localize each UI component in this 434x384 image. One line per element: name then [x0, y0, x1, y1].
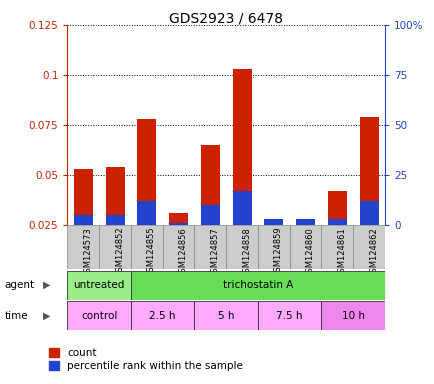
Text: GSM124859: GSM124859 — [273, 227, 282, 278]
Text: GSM124856: GSM124856 — [178, 227, 187, 278]
Bar — [327, 191, 346, 225]
Text: ▶: ▶ — [43, 311, 50, 321]
Bar — [131, 271, 384, 300]
Bar — [321, 301, 384, 330]
Text: control: control — [81, 311, 117, 321]
Bar — [105, 167, 124, 225]
Text: GSM124861: GSM124861 — [337, 227, 345, 278]
Text: 7.5 h: 7.5 h — [276, 311, 302, 321]
Text: GSM124862: GSM124862 — [368, 227, 377, 278]
Text: GSM124860: GSM124860 — [305, 227, 314, 278]
Bar — [257, 225, 289, 269]
Text: GSM124852: GSM124852 — [115, 227, 124, 278]
Bar — [352, 225, 384, 269]
Bar — [359, 201, 378, 225]
Bar — [289, 225, 321, 269]
Bar — [226, 225, 257, 269]
Bar — [105, 215, 124, 225]
Bar — [99, 225, 131, 269]
Bar — [162, 225, 194, 269]
Bar — [232, 69, 251, 225]
Text: trichostatin A: trichostatin A — [222, 280, 293, 290]
Bar — [321, 225, 352, 269]
Bar — [194, 301, 257, 330]
Text: agent: agent — [4, 280, 34, 290]
Text: 5 h: 5 h — [217, 311, 234, 321]
Bar — [296, 218, 314, 225]
Bar — [194, 225, 226, 269]
Text: GDS2923 / 6478: GDS2923 / 6478 — [169, 12, 283, 25]
Bar — [169, 213, 187, 225]
Bar — [264, 218, 283, 225]
Text: untreated: untreated — [73, 280, 125, 290]
Bar — [67, 225, 99, 269]
Text: GSM124857: GSM124857 — [210, 227, 219, 278]
Text: 10 h: 10 h — [341, 311, 364, 321]
Bar — [67, 271, 131, 300]
Bar — [327, 218, 346, 225]
Bar — [201, 205, 219, 225]
Text: 2.5 h: 2.5 h — [149, 311, 175, 321]
Text: GSM124858: GSM124858 — [242, 227, 250, 278]
Text: time: time — [4, 311, 28, 321]
Legend: count, percentile rank within the sample: count, percentile rank within the sample — [49, 348, 243, 371]
Bar — [359, 117, 378, 225]
Bar — [74, 169, 92, 225]
Bar — [169, 223, 187, 225]
Bar — [67, 301, 131, 330]
Bar — [74, 215, 92, 225]
Bar — [131, 225, 162, 269]
Bar — [131, 301, 194, 330]
Bar — [137, 119, 156, 225]
Bar — [232, 191, 251, 225]
Bar — [201, 145, 219, 225]
Bar — [137, 201, 156, 225]
Text: GSM124573: GSM124573 — [83, 227, 92, 278]
Text: ▶: ▶ — [43, 280, 50, 290]
Text: GSM124855: GSM124855 — [147, 227, 155, 278]
Bar — [257, 301, 321, 330]
